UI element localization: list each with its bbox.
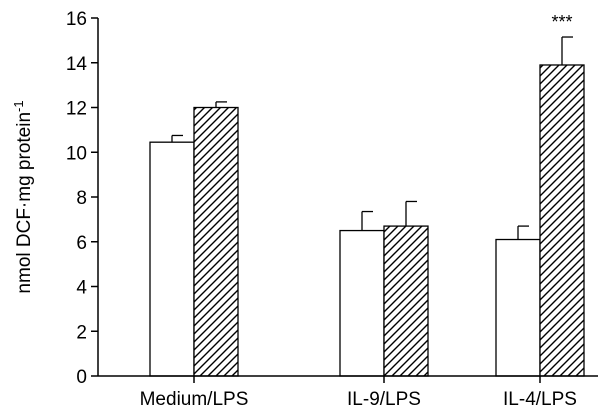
y-axis-label-text: nmol DCF·mg protein-1	[11, 100, 35, 293]
y-tick-label: 8	[76, 188, 87, 209]
x-category-label: Medium/LPS	[140, 389, 249, 410]
x-category-label: IL-9/LPS	[347, 389, 421, 410]
x-axis: Medium/LPS IL-9/LPS IL-4/LPS	[98, 375, 598, 410]
bar-open	[149, 141, 195, 377]
bar-hatched	[193, 106, 239, 377]
y-tick-label: 2	[76, 322, 87, 343]
y-tick-label: 6	[76, 233, 87, 254]
error-bars-layer	[171, 36, 573, 240]
y-axis-label: nmol DCF·mg protein-1	[11, 100, 35, 293]
annotations-layer: ***	[551, 12, 572, 32]
y-tick-label: 14	[66, 54, 88, 75]
y-axis: 0 2 4 6 8 10 12 14 16	[66, 9, 99, 388]
bar-open	[495, 238, 541, 377]
bars-layer	[149, 64, 585, 377]
y-tick-label: 0	[76, 367, 87, 388]
bar-hatched	[383, 225, 429, 377]
bar-hatched	[539, 64, 585, 377]
bar-open	[339, 229, 385, 377]
y-tick-label: 16	[66, 9, 87, 30]
y-tick-label: 4	[76, 278, 87, 299]
y-tick-label: 12	[66, 99, 87, 120]
x-category-label: IL-4/LPS	[503, 389, 577, 410]
significance-annotation: ***	[551, 12, 572, 32]
y-tick-label: 10	[66, 143, 87, 164]
